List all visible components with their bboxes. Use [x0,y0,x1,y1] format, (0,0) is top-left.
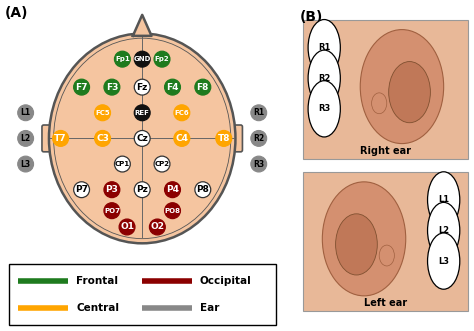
Ellipse shape [360,29,444,144]
Circle shape [195,79,211,95]
Text: Left ear: Left ear [365,298,407,308]
Text: R1: R1 [253,108,264,117]
Text: Ear: Ear [200,303,219,313]
Text: L2: L2 [438,226,449,235]
Text: R1: R1 [318,43,330,52]
Text: Pz: Pz [137,185,148,194]
Circle shape [114,156,130,172]
Text: REF: REF [135,110,150,116]
FancyBboxPatch shape [228,125,242,152]
Text: T7: T7 [55,134,67,143]
Text: O1: O1 [120,222,134,231]
Text: P3: P3 [105,185,118,194]
FancyBboxPatch shape [9,264,275,325]
Text: R3: R3 [253,160,264,168]
Circle shape [154,51,170,67]
Text: C4: C4 [175,134,188,143]
Text: R2: R2 [318,74,330,83]
Text: Right ear: Right ear [360,146,411,156]
Circle shape [95,130,110,146]
Text: L1: L1 [20,108,31,117]
Text: (A): (A) [5,6,28,20]
Ellipse shape [389,62,430,123]
Circle shape [164,79,181,95]
Circle shape [134,130,150,146]
Circle shape [95,105,110,121]
Text: L1: L1 [438,195,449,205]
Text: (B): (B) [300,10,323,24]
Text: F3: F3 [106,83,118,92]
Text: R3: R3 [318,104,330,113]
Text: Central: Central [76,303,119,313]
Ellipse shape [379,245,394,266]
Circle shape [428,172,460,228]
Text: L2: L2 [20,134,31,143]
Circle shape [154,156,170,172]
Text: P7: P7 [75,185,88,194]
Circle shape [119,219,135,235]
Circle shape [308,81,340,137]
Circle shape [134,105,150,121]
Circle shape [18,156,34,172]
Text: L3: L3 [438,257,449,265]
Circle shape [251,105,267,121]
Text: Fz: Fz [137,83,148,92]
Circle shape [18,130,34,146]
Ellipse shape [372,93,387,114]
Text: CP2: CP2 [155,161,170,167]
Circle shape [73,79,90,95]
Text: Frontal: Frontal [76,276,118,286]
Text: T8: T8 [218,134,230,143]
Circle shape [174,105,190,121]
Polygon shape [133,15,152,36]
Circle shape [308,50,340,106]
Text: Cz: Cz [137,134,148,143]
Text: C3: C3 [96,134,109,143]
Text: CP1: CP1 [115,161,130,167]
Text: FC5: FC5 [95,110,110,116]
Circle shape [251,130,267,146]
Circle shape [216,130,232,146]
Circle shape [104,79,120,95]
Text: Occipital: Occipital [200,276,252,286]
Circle shape [73,182,90,198]
Circle shape [164,203,181,218]
Circle shape [195,182,211,198]
Circle shape [428,233,460,289]
Text: P4: P4 [166,185,179,194]
Text: Fp1: Fp1 [115,56,130,62]
Circle shape [174,130,190,146]
Text: L3: L3 [20,160,31,168]
Circle shape [18,105,34,121]
Text: P8: P8 [196,185,209,194]
Text: F4: F4 [166,83,179,92]
Circle shape [114,51,130,67]
Circle shape [134,79,150,95]
Text: FC6: FC6 [174,110,189,116]
Ellipse shape [336,214,377,275]
Circle shape [164,182,181,198]
Circle shape [104,203,120,218]
Circle shape [53,130,69,146]
Ellipse shape [49,33,236,243]
Text: F8: F8 [197,83,209,92]
Text: Fp2: Fp2 [155,56,169,62]
Text: R2: R2 [253,134,264,143]
Text: PO7: PO7 [104,208,120,214]
Circle shape [251,156,267,172]
Circle shape [134,182,150,198]
Circle shape [308,20,340,76]
Text: O2: O2 [150,222,164,231]
Circle shape [428,202,460,259]
FancyBboxPatch shape [42,125,56,152]
Ellipse shape [322,182,406,296]
Circle shape [134,51,150,67]
Text: F7: F7 [75,83,88,92]
Text: PO8: PO8 [164,208,181,214]
FancyBboxPatch shape [303,172,468,311]
Text: GND: GND [134,56,151,62]
FancyBboxPatch shape [303,20,468,159]
Circle shape [104,182,120,198]
Circle shape [149,219,165,235]
